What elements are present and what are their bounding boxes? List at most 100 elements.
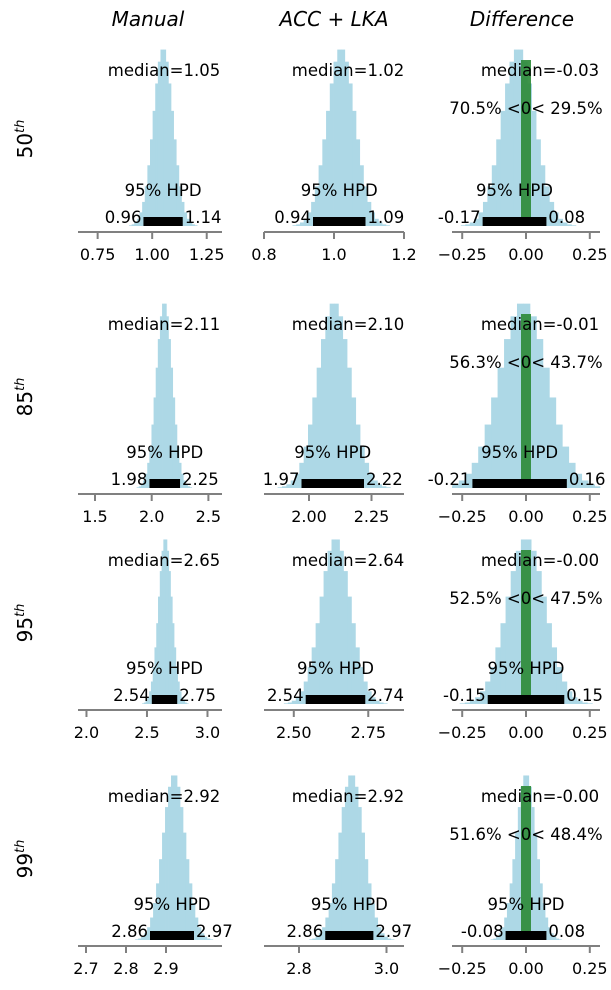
hpd-caption: 95% HPD (301, 181, 378, 200)
histogram-bar (373, 480, 378, 488)
hpd-interval-bar (482, 217, 547, 226)
histogram-bar (367, 201, 372, 226)
histogram-bar (562, 446, 570, 488)
hpd-interval-bar (313, 217, 366, 226)
hpd-upper-label: 2.97 (375, 922, 412, 941)
histogram-bar (539, 883, 543, 940)
x-tick-label: 1.5 (82, 507, 107, 526)
histogram-panel: 2.50 2.75 median=2.64 95% HPD 2.54 2.74 (264, 539, 404, 742)
histogram-bar (582, 702, 588, 704)
hpd-caption: 95% HPD (488, 659, 565, 678)
x-tick-label: 0.8 (251, 245, 276, 264)
histogram-bar (143, 702, 147, 704)
hpd-caption: 95% HPD (125, 181, 202, 200)
histogram-bar (490, 939, 494, 940)
histogram-bar (566, 691, 573, 704)
histogram-bar (184, 702, 187, 704)
histogram-bar (553, 212, 559, 226)
histogram-bar (321, 339, 326, 488)
histogram-bar (342, 339, 348, 488)
histogram-bar (307, 667, 313, 704)
histogram-bar (155, 83, 159, 226)
histogram-bar (512, 859, 516, 940)
histogram-bar (381, 486, 387, 488)
zero-reference-band (521, 550, 531, 704)
histogram-bar (181, 697, 184, 704)
histogram-bar (309, 939, 313, 940)
x-tick-label: 0.25 (572, 723, 608, 742)
row-label: 95th (13, 604, 37, 643)
histogram-bar (160, 49, 164, 226)
histogram-bar (363, 681, 368, 704)
hpd-lower-label: -0.08 (461, 922, 504, 941)
row-label-superscript: th (13, 378, 28, 391)
hpd-caption: 95% HPD (476, 181, 553, 200)
median-label: median=2.92 (292, 787, 404, 806)
histogram-bar (377, 484, 383, 488)
histogram-bar (168, 571, 171, 704)
histogram-bar (136, 218, 140, 226)
histogram-bar (299, 222, 305, 226)
histogram-bar (460, 225, 466, 226)
histogram-bar (351, 623, 356, 704)
x-tick-label: 0.25 (572, 245, 608, 264)
histogram-bar (501, 927, 505, 940)
x-tick-label: 2.0 (74, 723, 99, 742)
histogram-bar (172, 623, 175, 704)
histogram-bar (452, 484, 460, 488)
histogram-bar (181, 201, 185, 226)
histogram-bar (139, 212, 143, 226)
probability-label: 70.5% <0< 29.5% (449, 99, 602, 118)
histogram-bar (174, 424, 178, 488)
histogram-bar (458, 480, 466, 488)
histogram-bar (386, 487, 391, 488)
histogram-bar (341, 807, 346, 940)
histogram-bar (465, 473, 473, 488)
histogram-bar (174, 647, 177, 704)
column-title-acc-lka: ACC + LKA (277, 7, 388, 31)
histogram-bar (515, 550, 522, 704)
histogram-bar (531, 807, 535, 940)
histogram-bar (505, 596, 512, 704)
histogram-bar (517, 807, 521, 940)
histogram-bar (144, 933, 148, 940)
histogram-bar (515, 832, 519, 940)
histogram-bar (178, 462, 182, 488)
histogram-bar (311, 647, 317, 704)
histogram-bar (141, 936, 145, 940)
x-tick-label: 0.25 (572, 959, 608, 978)
x-tick-label: 1.2 (391, 245, 416, 264)
histogram-bar (296, 224, 301, 226)
histogram-bar (338, 316, 344, 488)
x-tick-label: 1.25 (189, 245, 225, 264)
histogram-bar (536, 571, 542, 704)
histogram-bar (536, 139, 541, 226)
histogram-bar (315, 936, 320, 940)
histogram-bar (150, 917, 154, 940)
histogram-bar (157, 339, 161, 488)
histogram-bar (165, 807, 169, 940)
x-tick-label: 2.8 (286, 959, 311, 978)
histogram-panel: 1.5 2.0 2.5 median=2.11 95% HPD 1.98 2.25 (78, 303, 222, 526)
hpd-interval-bar (143, 217, 183, 226)
hpd-lower-label: -0.17 (438, 208, 481, 227)
histogram-bar (170, 367, 174, 488)
histogram-bar (355, 424, 361, 488)
histogram-bar (496, 936, 500, 940)
median-label: median=-0.00 (481, 787, 599, 806)
median-label: median=-0.00 (481, 551, 599, 570)
histogram-bar (182, 700, 186, 704)
histogram-bar (496, 139, 502, 226)
histogram-bar (459, 703, 466, 704)
x-tick-label: 2.7 (73, 959, 98, 978)
histogram-bar (513, 49, 519, 226)
x-tick-label: −0.25 (438, 959, 487, 978)
histogram-bar (360, 446, 365, 488)
histogram-bar (312, 397, 318, 488)
histogram-bar (152, 667, 155, 704)
histogram-bar (335, 539, 340, 704)
histogram-bar (158, 596, 161, 704)
probability-label: 51.6% <0< 48.4% (449, 825, 602, 844)
histogram-bar (299, 691, 305, 704)
histogram-bar (491, 397, 498, 488)
